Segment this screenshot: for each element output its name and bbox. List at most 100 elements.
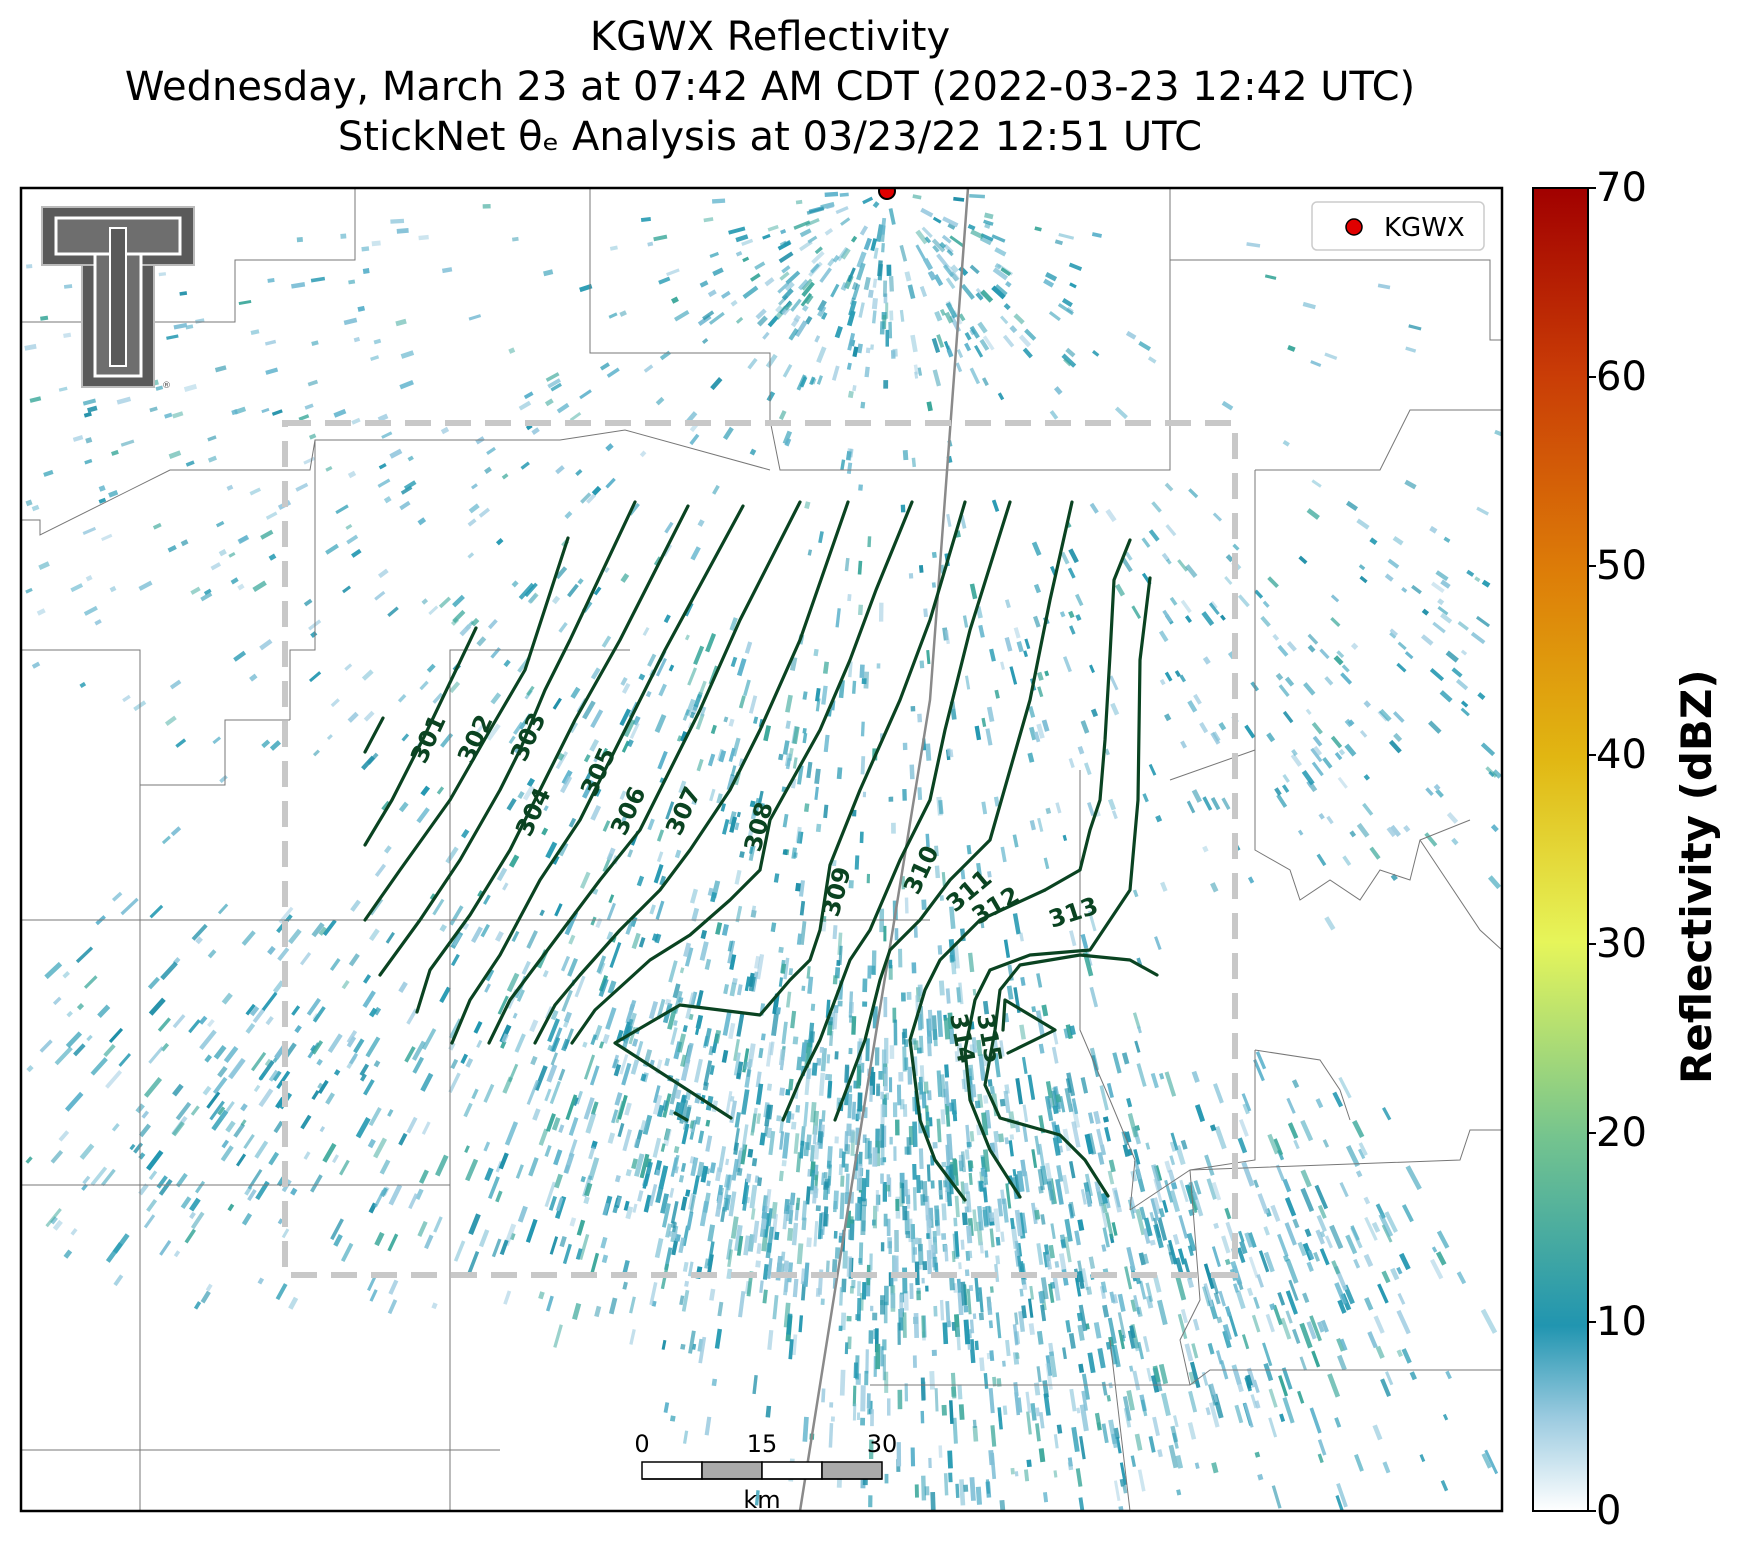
echo-speckle <box>1037 817 1044 832</box>
echo-speckle <box>846 462 853 475</box>
echo-speckle <box>1033 615 1041 628</box>
echo-speckle <box>718 750 727 763</box>
echo-speckle <box>1481 579 1491 588</box>
echo-speckle <box>851 680 857 694</box>
echo-speckle <box>1142 1228 1151 1244</box>
echo-speckle <box>1064 1218 1073 1242</box>
echo-speckle <box>1275 1164 1285 1181</box>
echo-speckle <box>1302 301 1316 310</box>
echo-speckle <box>975 292 984 301</box>
echo-speckle <box>1063 358 1072 367</box>
echo-speckle <box>669 1415 676 1422</box>
echo-speckle <box>1169 1189 1180 1213</box>
echo-speckle <box>1004 636 1013 652</box>
echo-speckle <box>269 740 282 751</box>
echo-speckle <box>1272 1304 1283 1326</box>
echo-speckle <box>704 958 712 970</box>
echo-speckle <box>1320 1319 1329 1333</box>
echo-speckle <box>782 430 793 445</box>
echo-speckle <box>63 332 72 339</box>
echo-speckle <box>66 1010 73 1018</box>
echo-speckle <box>998 1133 1005 1143</box>
echo-speckle <box>40 315 49 321</box>
echo-speckle <box>1237 1137 1248 1154</box>
echo-speckle <box>781 1159 787 1167</box>
echo-speckle <box>1177 1248 1186 1265</box>
echo-speckle <box>210 562 222 571</box>
echo-speckle <box>921 226 933 239</box>
echo-speckle <box>1247 876 1255 884</box>
echo-speckle <box>986 706 995 723</box>
echo-speckle <box>736 1011 745 1037</box>
echo-speckle <box>802 727 807 734</box>
echo-speckle <box>785 1089 791 1096</box>
echo-speckle <box>265 367 279 375</box>
echo-speckle <box>50 1216 58 1225</box>
echo-speckle <box>555 465 565 475</box>
echo-speckle <box>926 649 931 665</box>
echo-speckle <box>958 1404 965 1420</box>
echo-speckle <box>880 1104 885 1125</box>
echo-speckle <box>363 974 372 984</box>
echo-speckle <box>969 1131 975 1142</box>
echo-speckle <box>264 1058 272 1067</box>
echo-speckle <box>253 1084 261 1093</box>
echo-speckle <box>553 1324 563 1348</box>
echo-speckle <box>551 1037 561 1053</box>
echo-speckle <box>932 244 940 253</box>
echo-speckle <box>517 790 525 799</box>
echo-speckle <box>923 608 928 618</box>
echo-speckle <box>717 748 724 761</box>
echo-speckle <box>1377 283 1391 290</box>
echo-speckle <box>851 283 861 301</box>
echo-speckle <box>1358 564 1366 571</box>
echo-speckle <box>942 216 959 228</box>
echo-speckle <box>679 731 688 742</box>
echo-speckle <box>1150 1198 1160 1221</box>
echo-speckle <box>894 928 899 941</box>
echo-speckle <box>1045 1081 1055 1108</box>
echo-speckle <box>1193 1180 1202 1195</box>
echo-speckle <box>1300 1119 1314 1142</box>
echo-speckle <box>1282 439 1290 447</box>
echo-speckle <box>374 1231 385 1247</box>
echo-speckle <box>1359 729 1368 738</box>
echo-speckle <box>987 1079 993 1087</box>
echo-speckle <box>214 365 227 373</box>
echo-speckle <box>945 1301 951 1328</box>
echo-speckle <box>950 708 957 721</box>
echo-speckle <box>802 691 808 700</box>
echo-speckle <box>790 1121 797 1130</box>
echo-speckle <box>1257 1473 1264 1481</box>
echo-speckle <box>698 1130 705 1144</box>
echo-speckle <box>1135 1277 1142 1285</box>
echo-speckle <box>918 1081 924 1100</box>
echo-speckle <box>1380 1378 1392 1398</box>
echo-speckle <box>1339 1182 1349 1198</box>
echo-speckle <box>1175 1455 1184 1469</box>
echo-speckle <box>928 1457 932 1469</box>
echo-speckle <box>912 1163 917 1180</box>
echo-speckle <box>1408 324 1422 331</box>
echo-speckle <box>1363 774 1371 781</box>
echo-speckle <box>779 271 790 281</box>
echo-speckle <box>399 379 414 390</box>
echo-speckle <box>616 1196 622 1206</box>
echo-speckle <box>268 1151 280 1166</box>
echo-speckle <box>1278 1375 1289 1397</box>
echo-speckle <box>1036 973 1043 988</box>
echo-speckle <box>1253 1179 1260 1188</box>
echo-speckle <box>167 544 177 553</box>
echo-speckle <box>1285 1290 1298 1315</box>
echo-speckle <box>556 402 570 414</box>
colorbar-label: Reflectivity (dBZ) <box>1672 669 1721 1084</box>
echo-speckle <box>823 804 829 819</box>
echo-speckle <box>803 803 810 813</box>
echo-speckle <box>1162 609 1173 623</box>
echo-speckle <box>862 1198 868 1207</box>
echo-speckle <box>883 1213 888 1227</box>
echo-speckle <box>471 926 483 943</box>
echo-speckle <box>682 1261 689 1272</box>
echo-speckle <box>467 552 475 559</box>
echo-speckle <box>910 1224 916 1239</box>
